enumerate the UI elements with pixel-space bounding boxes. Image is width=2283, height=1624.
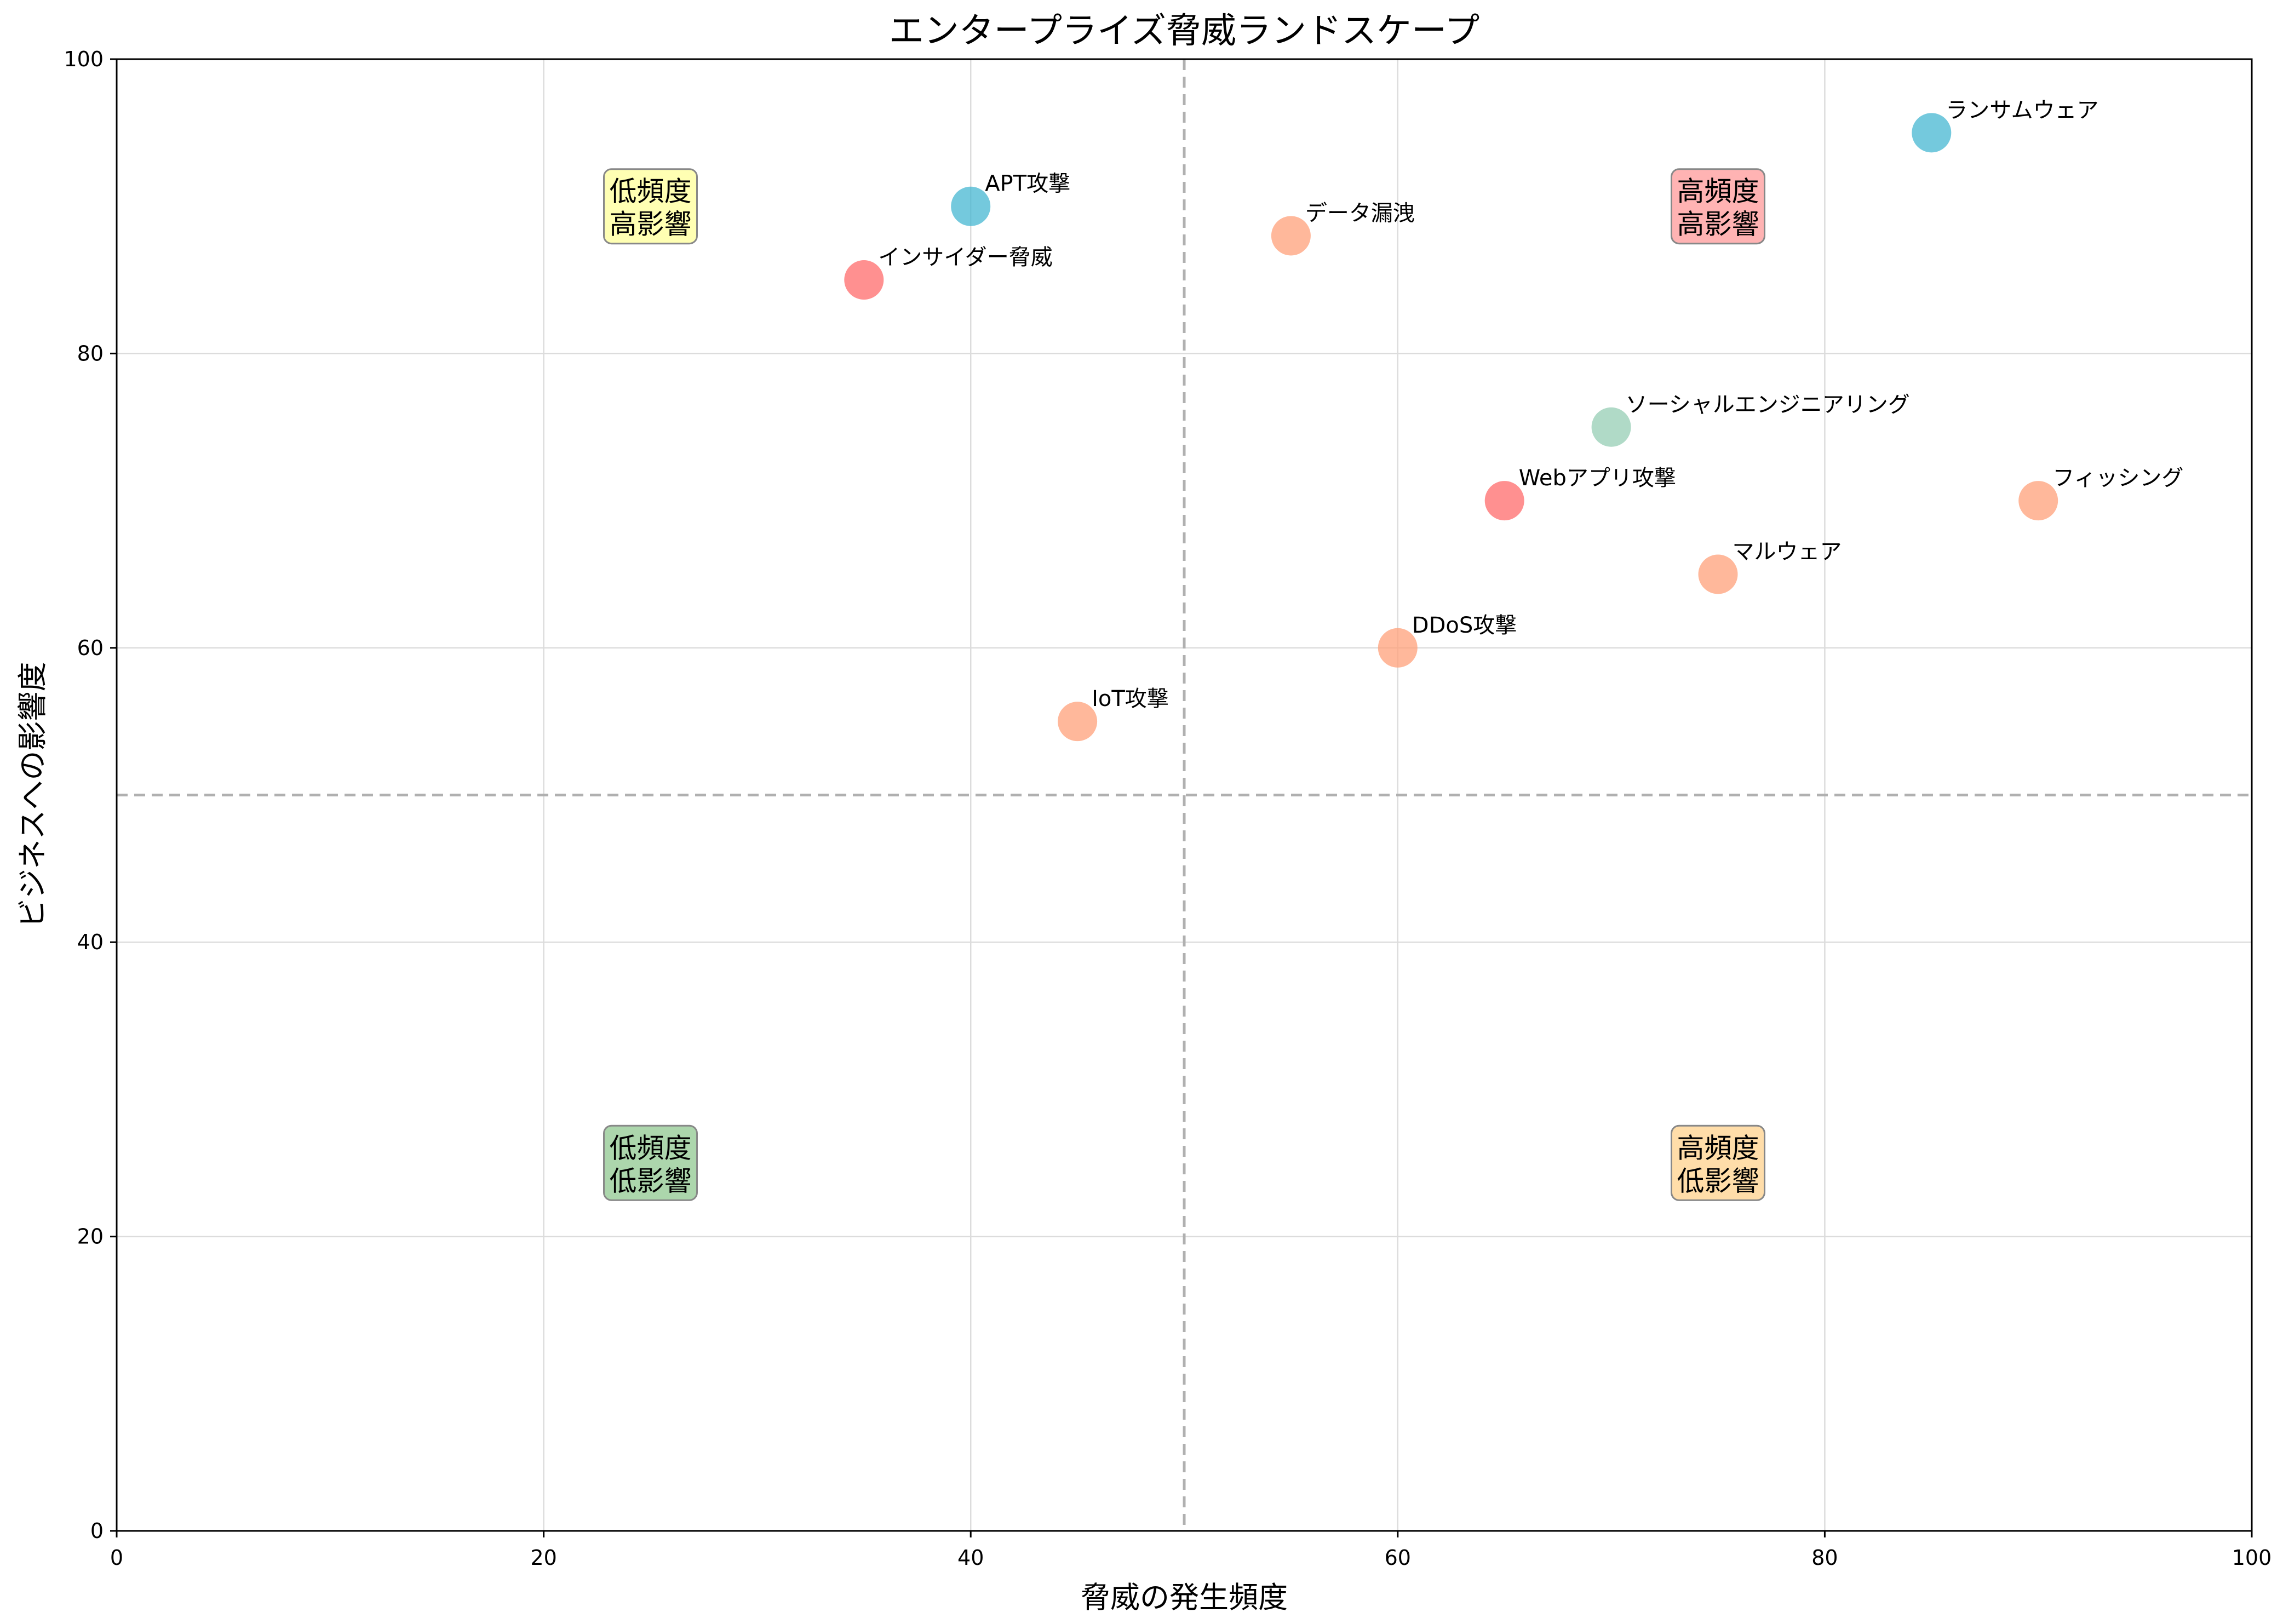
- quadrant-label-text: 低頻度: [610, 1132, 692, 1164]
- plot-frame: [116, 58, 2253, 1532]
- data-point-label: APT攻撃: [985, 171, 1070, 197]
- quadrant-label-text: 高頻度: [1677, 176, 1759, 208]
- data-point: [1058, 702, 1098, 742]
- quadrant-label-text: 高頻度: [1677, 1132, 1759, 1164]
- data-point-label: Webアプリ攻撃: [1519, 466, 1676, 491]
- x-tick-label: 60: [1385, 1546, 1411, 1570]
- quadrant-label-box: [603, 168, 698, 245]
- data-point-label: DDoS攻撃: [1412, 613, 1517, 638]
- data-point: [951, 186, 991, 226]
- x-axis-label: 脅威の発生頻度: [1081, 1580, 1288, 1615]
- y-tick-label: 20: [77, 1225, 104, 1249]
- quadrant-label-text: 低頻度: [610, 176, 692, 208]
- quadrant-label-text: 高影響: [610, 209, 692, 240]
- y-axis-label: ビジネスへの影響度: [15, 662, 50, 928]
- data-point: [1271, 216, 1311, 256]
- data-point: [1591, 407, 1631, 447]
- y-tick-label: 0: [90, 1519, 104, 1543]
- x-tick-label: 100: [2232, 1546, 2272, 1570]
- data-point-label: インサイダー脅威: [878, 245, 1052, 270]
- x-tick-label: 0: [110, 1546, 123, 1570]
- y-tick-label: 100: [64, 47, 104, 71]
- quadrant-label-box: [1671, 1124, 1765, 1201]
- quadrant-label-box: [603, 1124, 698, 1201]
- data-point-label: IoT攻撃: [1092, 686, 1169, 711]
- x-tick-label: 80: [1811, 1546, 1838, 1570]
- data-point-label: ソーシャルエンジニアリング: [1626, 392, 1910, 417]
- quadrant-label-text: 高影響: [1677, 209, 1759, 240]
- data-point-label: フィッシング: [2052, 466, 2183, 491]
- data-point: [1912, 113, 1952, 153]
- x-tick-label: 40: [957, 1546, 984, 1570]
- data-point: [1378, 628, 1418, 668]
- quadrant-label-box: [1671, 168, 1765, 245]
- quadrant-label-text: 低影響: [1677, 1165, 1759, 1197]
- y-tick-label: 40: [77, 930, 104, 954]
- reference-lines: [117, 59, 2252, 1531]
- x-tick-label: 20: [530, 1546, 557, 1570]
- data-point: [844, 260, 884, 300]
- data-point: [1484, 481, 1524, 521]
- data-point: [2018, 481, 2058, 521]
- y-axis-ticks: 0 20 40 60 80 100: [64, 47, 117, 1543]
- data-point-label: マルウェア: [1733, 539, 1842, 564]
- x-axis-ticks: 0 20 40 60 80 100: [110, 1531, 2271, 1570]
- data-point-label: データ漏洩: [1305, 200, 1415, 226]
- y-tick-label: 80: [77, 341, 104, 365]
- data-point-label: ランサムウェア: [1946, 97, 2098, 123]
- data-point: [1698, 554, 1738, 594]
- y-tick-label: 60: [77, 636, 104, 660]
- quadrant-label-text: 低影響: [610, 1165, 692, 1197]
- chart-title: エンタープライズ脅威ランドスケープ: [889, 11, 1479, 51]
